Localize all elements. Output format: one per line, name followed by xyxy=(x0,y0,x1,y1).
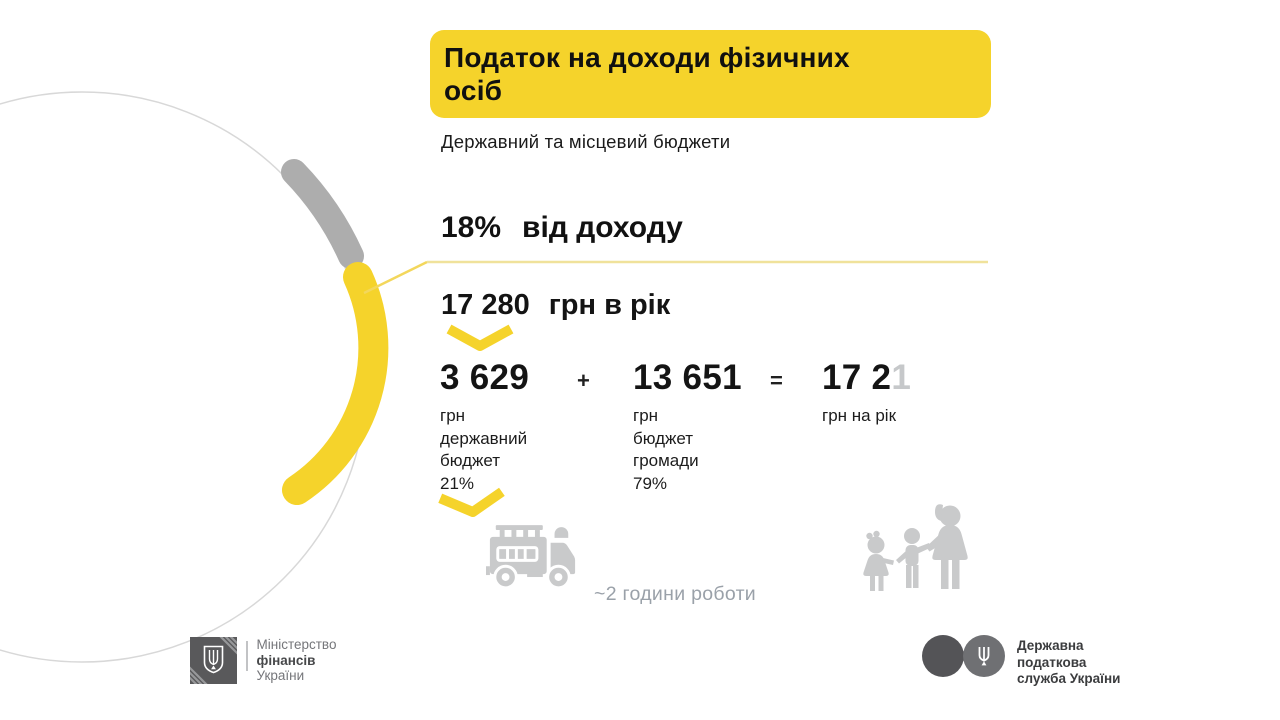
tax-rate-suffix: від доходу xyxy=(522,211,683,244)
state-budget-percent: 21% xyxy=(440,473,475,493)
total-label: грн на рік xyxy=(822,406,897,425)
tax-logo-dark-circle xyxy=(922,635,964,677)
page-subtitle: Державний та місцевий бюджети xyxy=(441,131,731,152)
tax-service-text: Державна податкова служба України xyxy=(1017,638,1120,688)
state-budget-label-1: державний xyxy=(440,428,528,448)
page-title: Податок на доходи фізичних осіб xyxy=(430,30,991,118)
tax-text-line2: податкова xyxy=(1017,654,1087,670)
equals-sign: = xyxy=(770,368,783,393)
community-budget-amount: 13 651 xyxy=(633,358,742,397)
tax-text-line1: Державна xyxy=(1017,638,1084,653)
total-column: 17 21 грн на рік xyxy=(822,358,911,428)
community-budget-label-unit: грн xyxy=(633,406,659,425)
logo-divider xyxy=(246,641,248,671)
tax-service-logo: Державна податкова служба України xyxy=(922,635,1120,688)
minfin-text-line1: Міністерство xyxy=(256,637,337,652)
total-amount: 17 21 xyxy=(822,358,911,398)
community-budget-column: 13 651 грн бюджет громади 79% xyxy=(633,358,742,495)
tax-logo-emblem-circle xyxy=(963,635,1005,677)
fire-truck-icon xyxy=(486,525,576,590)
community-budget-label-2: громади xyxy=(633,451,699,470)
decor-circle-outline xyxy=(0,91,368,663)
page-title-line1: Податок на доходи фізичних xyxy=(444,42,850,73)
annual-amount-line: 17 280 грн в рік xyxy=(441,289,670,322)
state-budget-label-2: бюджет xyxy=(440,451,501,470)
annual-amount-value: 17 280 xyxy=(441,289,530,321)
tax-rate-percent: 18% xyxy=(441,211,502,244)
decor-yellow-arc-segment xyxy=(282,262,389,505)
community-budget-percent: 79% xyxy=(633,473,668,493)
minfin-text-line2: фінансів xyxy=(256,652,316,668)
state-budget-column: 3 629 грн державний бюджет 21% xyxy=(440,358,529,495)
minfin-text-line3: України xyxy=(256,668,305,684)
tax-rate-line: 18% від доходу xyxy=(441,211,683,245)
total-amount-main: 17 2 xyxy=(822,358,892,397)
plus-sign: + xyxy=(577,368,590,393)
minfin-logo-text: Міністерство фінансів України xyxy=(257,637,337,684)
annual-amount-suffix: грн в рік xyxy=(548,289,671,321)
state-budget-label-unit: грн xyxy=(440,406,466,425)
callout-connector-line xyxy=(363,260,428,295)
minfin-logo: Міністерство фінансів України xyxy=(190,637,336,684)
family-icon xyxy=(863,504,968,591)
state-budget-amount: 3 629 xyxy=(440,358,530,397)
chevron-down-icon xyxy=(438,487,505,517)
community-budget-labels: грн бюджет громади 79% xyxy=(633,405,742,495)
minfin-emblem-icon xyxy=(190,637,237,684)
chevron-down-icon xyxy=(446,324,514,351)
trident-icon xyxy=(978,647,990,666)
decor-grey-arc-segment xyxy=(281,159,364,269)
tax-text-line3: служба України xyxy=(1017,671,1121,686)
work-hours-note: ~2 години роботи xyxy=(594,583,756,605)
total-amount-faded-digit: 1 xyxy=(891,358,912,397)
state-budget-labels: грн державний бюджет 21% xyxy=(440,405,529,495)
page-title-line2: осіб xyxy=(444,75,503,106)
community-budget-label-1: бюджет xyxy=(633,428,694,448)
